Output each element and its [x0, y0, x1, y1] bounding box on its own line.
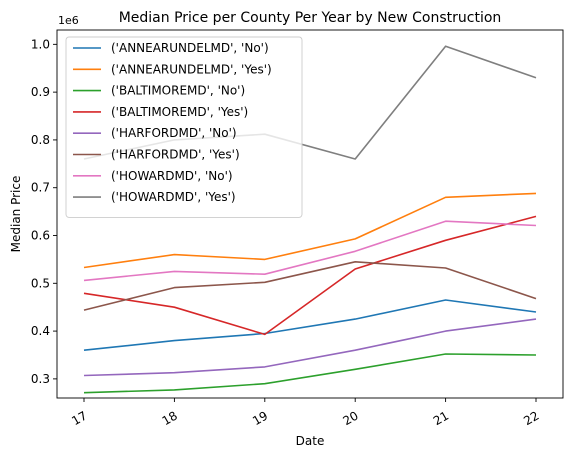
legend-label: ('BALTIMOREMD', 'No') — [111, 84, 245, 98]
y-axis: 0.3 0.4 0.5 0.6 0.7 0.8 0.9 1.0 — [31, 37, 57, 386]
y-tick-label: 0.4 — [31, 324, 50, 338]
legend-label: ('BALTIMOREMD', 'Yes') — [111, 105, 248, 119]
legend: ('ANNEARUNDELMD', 'No') ('ANNEARUNDELMD',… — [65, 36, 303, 218]
y-tick-label: 0.8 — [31, 133, 50, 147]
legend-label: ('HOWARDMD', 'No') — [111, 169, 233, 183]
x-axis: 17 18 19 20 21 22 — [69, 398, 542, 428]
legend-label: ('HOWARDMD', 'Yes') — [111, 190, 236, 204]
x-tick-label: 17 — [69, 408, 89, 428]
series-line-5 — [83, 260, 537, 311]
series-line-3 — [83, 215, 537, 336]
legend-label: ('HARFORDMD', 'No') — [111, 126, 237, 140]
series-line-0 — [83, 299, 537, 351]
plot-frame — [56, 29, 564, 399]
y-tick-label: 0.5 — [31, 276, 50, 290]
series-line-4 — [83, 318, 537, 377]
x-tick-label: 20 — [340, 408, 360, 428]
y-axis-multiplier: 1e6 — [58, 14, 79, 27]
x-axis-label: Date — [296, 434, 325, 448]
x-tick-label: 22 — [521, 408, 541, 428]
plot-area — [83, 45, 537, 394]
y-tick-label: 0.9 — [31, 85, 50, 99]
series-line-2 — [83, 353, 537, 394]
y-axis-label: Median Price — [9, 176, 23, 253]
x-tick-label: 18 — [160, 408, 180, 428]
series-line-6 — [83, 220, 537, 282]
legend-label: ('ANNEARUNDELMD', 'No') — [111, 41, 269, 55]
y-tick-label: 0.7 — [31, 181, 50, 195]
x-tick-label: 21 — [431, 408, 451, 428]
y-tick-label: 0.6 — [31, 229, 50, 243]
legend-label: ('HARFORDMD', 'Yes') — [111, 148, 240, 162]
x-tick-label: 19 — [250, 408, 270, 428]
y-tick-label: 1.0 — [31, 37, 50, 51]
legend-label: ('ANNEARUNDELMD', 'Yes') — [111, 62, 272, 76]
y-tick-label: 0.3 — [31, 372, 50, 386]
series-line-1 — [83, 192, 537, 269]
chart-title: Median Price per County Per Year by New … — [119, 10, 502, 26]
legend-box — [65, 36, 303, 218]
